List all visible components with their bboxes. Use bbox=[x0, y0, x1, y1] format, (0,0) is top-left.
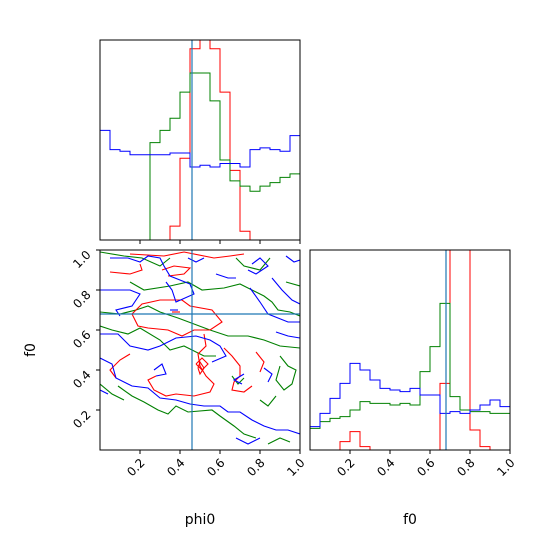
contour-red-line-4 bbox=[147, 333, 215, 397]
contour-blue-line-14 bbox=[187, 257, 205, 263]
contour-blue-line-11 bbox=[263, 367, 273, 383]
contour-blue-line-1 bbox=[100, 289, 141, 317]
contour-green-line-6 bbox=[235, 257, 271, 271]
histogram-f0-panel: 0.2 0.4 0.6 0.8 1.0 bbox=[309, 249, 518, 479]
contour-blue-line-13 bbox=[235, 437, 261, 445]
contour-y-tick-label-2: 0.6 bbox=[70, 328, 93, 351]
contour-x-tick-label-1: 0.4 bbox=[164, 456, 187, 479]
hist-phi0-red-series bbox=[100, 40, 300, 240]
contour-y-tick-label-0: 0.2 bbox=[70, 408, 93, 431]
contour-blue-line-6 bbox=[247, 257, 269, 275]
contour-green-line-7 bbox=[275, 355, 297, 391]
contour-red-line-5 bbox=[223, 347, 253, 393]
contour-green-line-4 bbox=[117, 385, 257, 439]
contour-red-line-1 bbox=[109, 263, 143, 275]
contour-green-line-1 bbox=[129, 281, 300, 317]
contour-green-line-10 bbox=[259, 395, 277, 407]
contour-blue-line-3 bbox=[100, 357, 300, 435]
contour-y-tick-label-3: 0.8 bbox=[70, 288, 93, 311]
y-axis-label-f0: f0 bbox=[23, 343, 39, 357]
hist-f0-x-tick-label-3: 0.8 bbox=[454, 456, 477, 479]
contour-blue-line-12 bbox=[285, 255, 300, 263]
contour-red-line-6 bbox=[255, 351, 265, 373]
contour-phi0-f0-panel: 0.2 0.4 0.6 0.8 1.0 0.2 0.4 0.6 0.8 1.0 bbox=[70, 248, 307, 479]
contour-red-line-7 bbox=[195, 357, 209, 371]
contour-red-marker-0 bbox=[197, 360, 205, 376]
hist-phi0-green-series bbox=[100, 72, 300, 240]
contour-blue-line-0 bbox=[110, 255, 195, 303]
contour-green-line-11 bbox=[231, 375, 245, 385]
hist-phi0-plot-area bbox=[100, 40, 300, 240]
contour-green-line-9 bbox=[267, 437, 291, 445]
histogram-phi0-panel bbox=[99, 39, 301, 244]
x-axis-label-phi0: phi0 bbox=[185, 512, 216, 528]
contour-green-line-3 bbox=[100, 325, 216, 357]
hist-f0-x-tick-label-1: 0.4 bbox=[374, 456, 397, 479]
contour-x-tick-label-0: 0.2 bbox=[124, 456, 147, 479]
hist-f0-x-tick-label-2: 0.6 bbox=[414, 456, 437, 479]
contour-blue-line-5 bbox=[215, 273, 236, 279]
contour-blue-line-4 bbox=[100, 389, 109, 395]
contour-blue-line-8 bbox=[271, 277, 300, 305]
contour-blue-line-9 bbox=[275, 331, 300, 339]
contour-frame bbox=[99, 249, 301, 451]
contour-blue-line-10 bbox=[232, 373, 245, 385]
contour-blue-line-7 bbox=[249, 287, 300, 323]
contour-red-line-8 bbox=[109, 353, 131, 379]
contour-red-line-0 bbox=[129, 251, 245, 259]
hist-f0-plot-area bbox=[310, 250, 510, 450]
hist-f0-x-tick-label-4: 1.0 bbox=[494, 456, 517, 479]
contour-y-tick-label-4: 1.0 bbox=[70, 248, 93, 271]
contour-y-tick-label-1: 0.4 bbox=[70, 368, 93, 391]
hist-f0-blue-series bbox=[310, 362, 510, 428]
contour-blue-line-16 bbox=[153, 363, 167, 377]
contour-green-line-2 bbox=[100, 305, 300, 349]
contour-green-line-5 bbox=[100, 383, 125, 401]
contour-plot-area bbox=[100, 250, 300, 450]
contour-red-line-2 bbox=[161, 265, 192, 277]
hist-f0-x-tick-label-0: 0.2 bbox=[334, 456, 357, 479]
hist-phi0-blue-series bbox=[100, 129, 300, 168]
x-axis-label-f0: f0 bbox=[403, 512, 417, 528]
contour-green-line-8 bbox=[285, 281, 300, 287]
hist-phi0-frame bbox=[99, 39, 301, 241]
contour-green-line-0 bbox=[100, 251, 171, 267]
contour-red-line-3 bbox=[131, 299, 223, 337]
contour-x-tick-label-3: 0.8 bbox=[244, 456, 267, 479]
contour-x-tick-label-2: 0.6 bbox=[204, 456, 227, 479]
contour-x-tick-label-4: 1.0 bbox=[284, 456, 307, 479]
contour-blue-line-2 bbox=[100, 333, 227, 363]
hist-f0-frame bbox=[309, 249, 511, 451]
hist-f0-red-series bbox=[310, 250, 510, 450]
